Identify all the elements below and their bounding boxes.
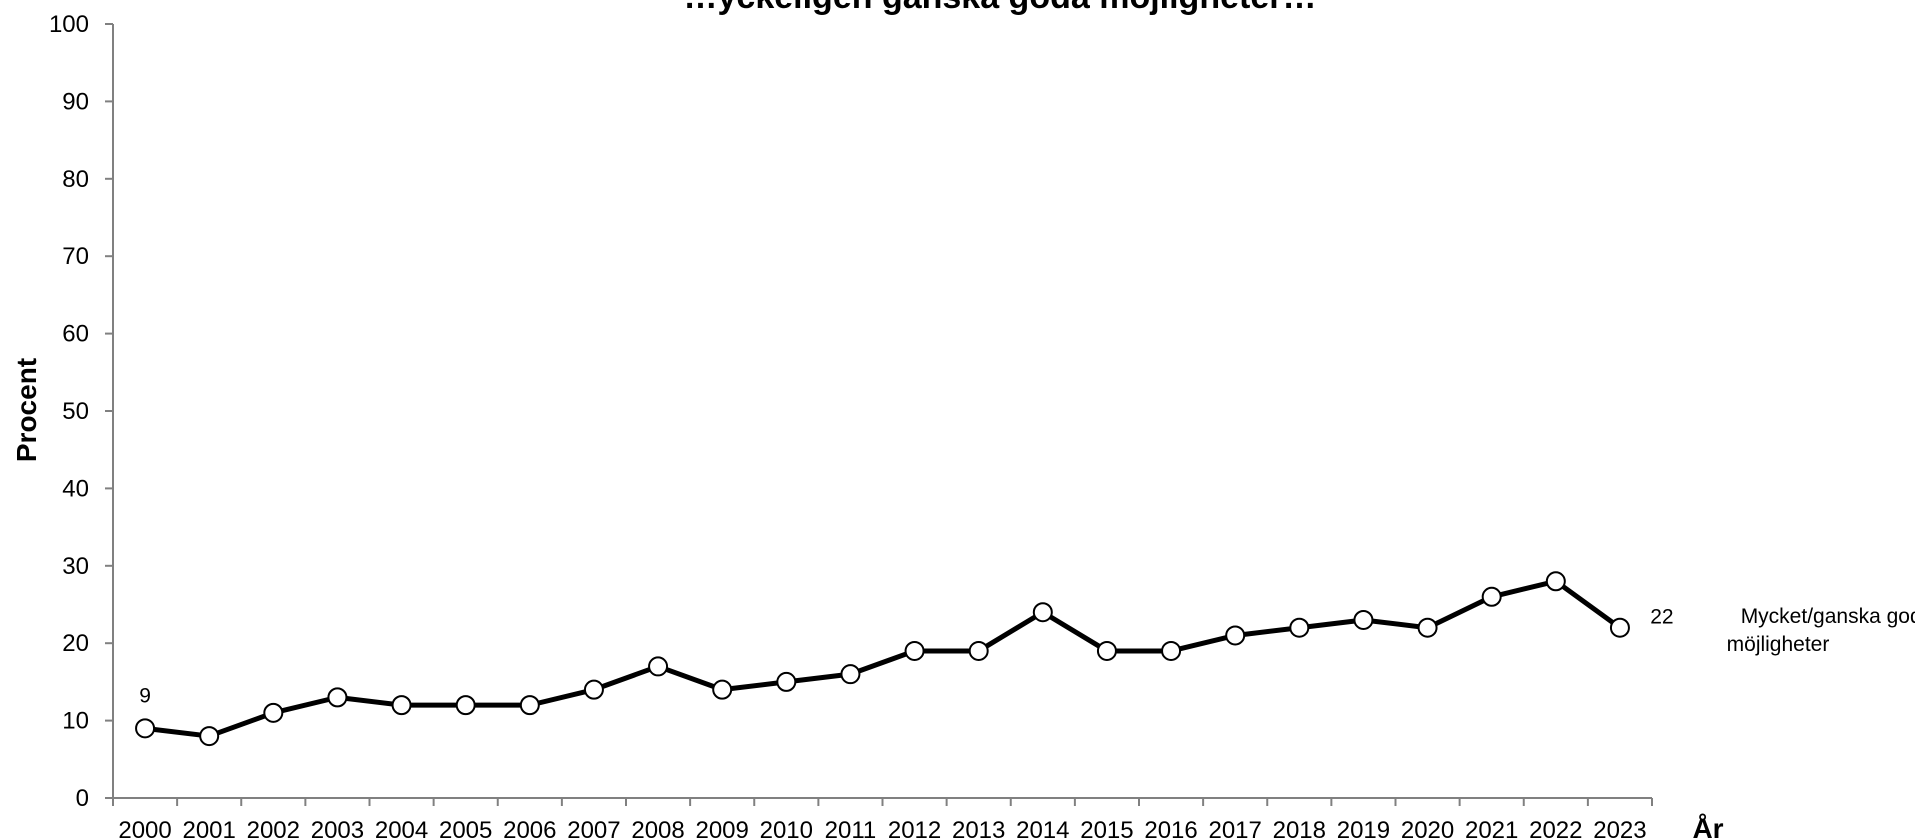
x-tick-label: 2009 [695,817,748,840]
y-tick-label: 30 [62,553,89,580]
data-point [1225,625,1246,646]
series-name-line-2: möjligheter [1727,633,1830,656]
y-tick-label: 60 [62,321,89,348]
data-point [135,718,156,739]
data-point [1289,617,1310,638]
x-tick-label: 2010 [760,817,813,840]
data-point [1161,640,1182,661]
x-tick-label: 2002 [247,817,300,840]
data-point [968,640,989,661]
x-tick-label: 2014 [1016,817,1069,840]
data-point [904,640,925,661]
data-point [1609,617,1630,638]
x-tick-label: 2008 [631,817,684,840]
data-point [1481,586,1502,607]
x-tick-label: 2007 [567,817,620,840]
data-point [1353,609,1374,630]
x-tick-label: 2001 [182,817,235,840]
data-point [1032,602,1053,623]
chart-title: …yckeligen ganska goda möjligheter… [684,0,1317,16]
data-point [1545,571,1566,592]
x-axis-title: År [1692,813,1723,840]
x-tick-labels: 2000 2001 2002 2003 2004 2005 2006 2007 2008 2009… [118,817,1646,840]
x-tick-label: 2023 [1593,817,1646,840]
data-point [648,656,669,677]
y-tick-labels: 0 10 20 30 40 50 60 70 80 90 100 [49,11,89,812]
x-tick-label: 2019 [1337,817,1390,840]
series-name-line-1: Mycket/ganska goda [1741,605,1915,628]
x-tick-label: 2011 [825,817,877,840]
data-label-first: 9 [139,684,151,707]
data-point [391,695,412,716]
y-tick-label: 100 [49,11,89,38]
data-point [455,695,476,716]
x-tick-label: 2015 [1080,817,1133,840]
data-point [327,687,348,708]
data-point [583,679,604,700]
data-point [840,664,861,685]
axes [105,23,1653,806]
series-layer [135,571,1630,747]
x-tick-label: 2022 [1529,817,1582,840]
x-tick-label: 2004 [375,817,428,840]
x-tick-label: 2006 [503,817,556,840]
data-labels: 9 22 [139,606,1673,708]
x-tick-label: 2016 [1144,817,1197,840]
data-point [712,679,733,700]
chart-title-layer: …yckeligen ganska goda möjligheter… [684,0,1317,16]
x-tick-label: 2013 [952,817,1005,840]
y-tick-label: 90 [62,88,89,115]
data-point [263,702,284,723]
x-tick-label: 2018 [1273,817,1326,840]
x-tick-label: 2020 [1401,817,1454,840]
y-tick-label: 50 [62,398,89,425]
y-tick-label: 70 [62,243,89,270]
x-tick-label: 2021 [1465,817,1518,840]
y-axis-title: Procent [11,358,42,462]
x-tick-label: 2017 [1208,817,1261,840]
data-point [1096,640,1117,661]
y-tick-label: 80 [62,166,89,193]
x-tick-label: 2003 [311,817,364,840]
x-tick-label: 2012 [888,817,941,840]
data-point [519,695,540,716]
y-tick-label: 20 [62,630,89,657]
data-point [1417,617,1438,638]
x-tick-label: 2000 [118,817,171,840]
y-tick-label: 40 [62,475,89,502]
x-tick-label: 2005 [439,817,492,840]
data-point [776,671,797,692]
series-name-label: Mycket/ganska goda möjligheter [1727,605,1915,656]
y-tick-label: 10 [62,708,89,735]
data-point [199,726,220,747]
data-label-last: 22 [1650,606,1673,629]
y-tick-label: 0 [76,785,89,812]
series-line [144,578,1622,739]
